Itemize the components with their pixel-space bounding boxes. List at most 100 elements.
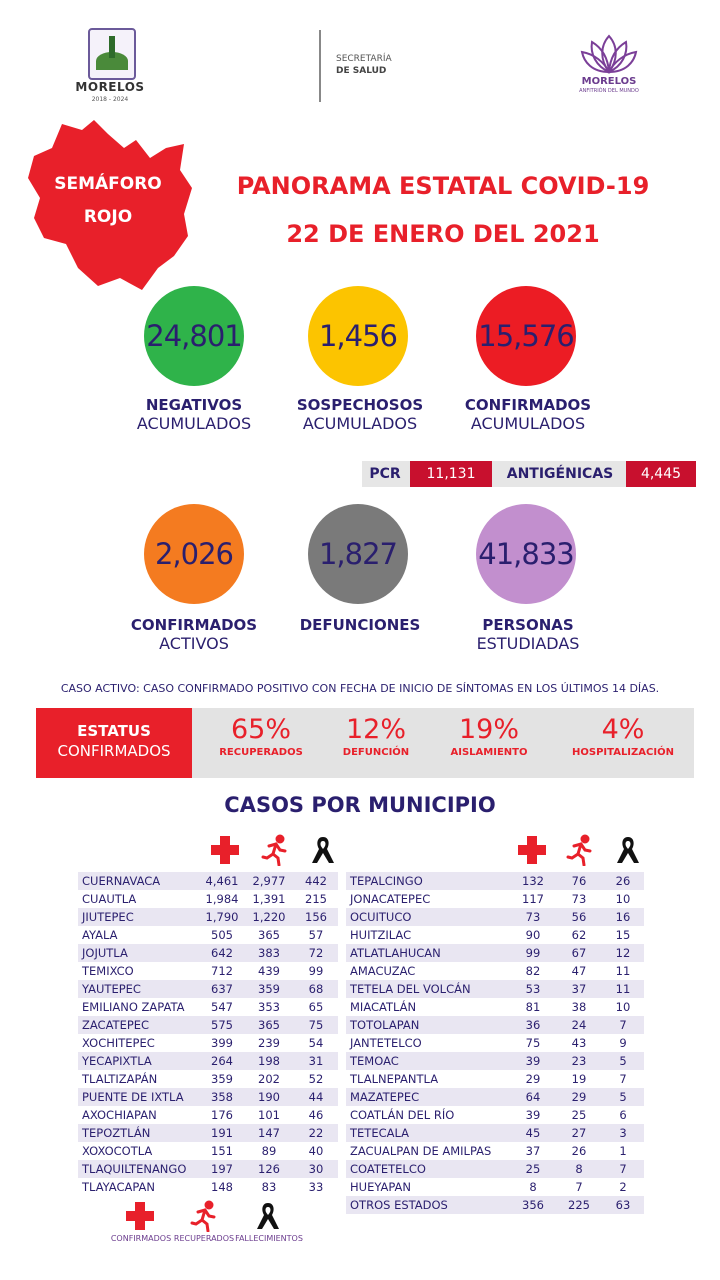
table-row: HUEYAPAN 8 7 2 <box>346 1178 644 1196</box>
confirmados-cell: 132 <box>510 872 556 890</box>
table-row: TLALNEPANTLA 29 19 7 <box>346 1070 644 1088</box>
table-row: YAUTEPEC 637 359 68 <box>78 980 338 998</box>
recuperados-cell: 198 <box>244 1052 294 1070</box>
table-row: EMILIANO ZAPATA 547 353 65 <box>78 998 338 1016</box>
municipio-name: XOCHITEPEC <box>82 1036 155 1050</box>
recuperados-cell: 101 <box>258 1108 280 1122</box>
table-row: TLAQUILTENANGO 197 126 30 <box>78 1160 338 1178</box>
fallecimientos-cell: 2 <box>619 1180 627 1194</box>
fallecimientos-cell: 215 <box>305 892 327 906</box>
table-row: AYALA 505 365 57 <box>78 926 338 944</box>
recuperados-cell: 202 <box>258 1072 280 1086</box>
table-row: AMACUZAC 82 47 11 <box>346 962 644 980</box>
confirmados-cell: 39 <box>510 1052 556 1070</box>
recuperados-cell: 83 <box>261 1180 277 1194</box>
lotus-logo-icon <box>580 34 638 74</box>
fallecimientos-cell: 46 <box>308 1108 324 1122</box>
running-person-icon <box>190 1200 216 1232</box>
pct-defuncion: 12% DEFUNCIÓN <box>342 714 410 758</box>
table-row: TEPOZTLÁN 191 147 22 <box>78 1124 338 1142</box>
fallecimientos-cell: 10 <box>615 1000 631 1014</box>
legend-fallecimientos: FALLECIMIENTOS <box>235 1234 303 1243</box>
recuperados-cell: 2,977 <box>244 872 294 890</box>
fallecimientos-cell: 11 <box>615 964 631 978</box>
confirmados-cell: 148 <box>211 1180 233 1194</box>
confirmados-cell: 505 <box>211 928 233 942</box>
personas-circle: 41,833 <box>476 504 576 604</box>
table-row: MIACATLÁN 81 38 10 <box>346 998 644 1016</box>
municipio-name: TEMIXCO <box>82 964 134 978</box>
table-row: HUITZILAC 90 62 15 <box>346 926 644 944</box>
confirmados-cell: 358 <box>200 1088 244 1106</box>
fallecimientos-cell: 65 <box>308 1000 324 1014</box>
municipio-name: JIUTEPEC <box>78 908 200 926</box>
red-cross-icon <box>211 836 239 864</box>
recuperados-cell: 190 <box>244 1088 294 1106</box>
black-ribbon-icon <box>617 837 639 863</box>
fallecimientos-cell: 75 <box>294 1016 338 1034</box>
black-ribbon-icon <box>312 837 334 863</box>
recuperados-cell: 439 <box>258 964 280 978</box>
state-years: 2018 - 2024 <box>91 96 129 103</box>
fallecimientos-cell: 22 <box>294 1124 338 1142</box>
confirmados-cell: 117 <box>522 892 544 906</box>
activos-circle: 2,026 <box>144 504 244 604</box>
table-row: OCUITUCO 73 56 16 <box>346 908 644 926</box>
municipio-name: CUERNAVACA <box>78 872 200 890</box>
title-line2: 22 DE ENERO DEL 2021 <box>286 220 600 248</box>
confirmados-cell: 547 <box>211 1000 233 1014</box>
fallecimientos-cell: 7 <box>602 1016 644 1034</box>
black-ribbon-icon <box>257 1203 279 1229</box>
legend-confirmados: CONFIRMADOS <box>110 1234 172 1243</box>
fallecimientos-cell: 15 <box>615 928 631 942</box>
municipio-name: ATLATLAHUCAN <box>346 944 510 962</box>
recuperados-cell: 8 <box>556 1160 602 1178</box>
municipio-name: TEMOAC <box>346 1052 510 1070</box>
recuperados-cell: 26 <box>571 1144 587 1158</box>
fallecimientos-cell: 68 <box>294 980 338 998</box>
municipio-name: JONACATEPEC <box>350 892 431 906</box>
confirmados-cell: 1,984 <box>205 892 239 906</box>
table-row: COATLÁN DEL RÍO 39 25 6 <box>346 1106 644 1124</box>
pcr-value: 11,131 <box>410 461 492 487</box>
fallecimientos-cell: 99 <box>308 964 324 978</box>
confirmados-label: CONFIRMADOS ACUMULADOS <box>464 396 592 433</box>
table-row: TLAYACAPAN 148 83 33 <box>78 1178 338 1196</box>
recuperados-cell: 27 <box>556 1124 602 1142</box>
recuperados-cell: 76 <box>556 872 602 890</box>
fallecimientos-cell: 9 <box>619 1036 627 1050</box>
antigenicas-label: ANTIGÉNICAS <box>506 466 614 482</box>
defunciones-label: DEFUNCIONES <box>299 616 421 634</box>
confirmados-cell: 359 <box>211 1072 233 1086</box>
fallecimientos-cell: 1 <box>619 1144 627 1158</box>
municipio-name: AMACUZAC <box>350 964 416 978</box>
recuperados-cell: 353 <box>258 1000 280 1014</box>
table-row: CUAUTLA 1,984 1,391 215 <box>78 890 338 908</box>
secretaria-line2: DE SALUD <box>336 66 387 76</box>
municipio-name: JOJUTLA <box>78 944 200 962</box>
municipio-name: TEPALCINGO <box>346 872 510 890</box>
state-name: MORELOS <box>75 80 145 94</box>
confirmados-cell: 90 <box>525 928 541 942</box>
recuperados-cell: 126 <box>244 1160 294 1178</box>
confirmados-cell: 4,461 <box>200 872 244 890</box>
table-row: CUERNAVACA 4,461 2,977 442 <box>78 872 338 890</box>
municipio-name: TETELA DEL VOLCÁN <box>346 980 510 998</box>
confirmados-cell: 151 <box>211 1144 233 1158</box>
table-row: XOCHITEPEC 399 239 54 <box>78 1034 338 1052</box>
antigenicas-value: 4,445 <box>626 461 696 487</box>
fallecimientos-cell: 40 <box>308 1144 324 1158</box>
fallecimientos-cell: 7 <box>602 1160 644 1178</box>
municipio-name: XOXOCOTLA <box>82 1144 153 1158</box>
fallecimientos-cell: 5 <box>602 1088 644 1106</box>
municipio-name: YAUTEPEC <box>78 980 200 998</box>
municipio-name: PUENTE DE IXTLA <box>78 1088 200 1106</box>
municipio-name: EMILIANO ZAPATA <box>82 1000 185 1014</box>
table-row: XOXOCOTLA 151 89 40 <box>78 1142 338 1160</box>
fallecimientos-cell: 3 <box>602 1124 644 1142</box>
brand-tagline: ANFITRIÓN DEL MUNDO <box>579 88 639 94</box>
municipio-name: COATETELCO <box>346 1160 510 1178</box>
semaforo-line1: SEMÁFORO <box>54 174 162 194</box>
recuperados-cell: 365 <box>258 928 280 942</box>
confirmados-cell: 45 <box>510 1124 556 1142</box>
